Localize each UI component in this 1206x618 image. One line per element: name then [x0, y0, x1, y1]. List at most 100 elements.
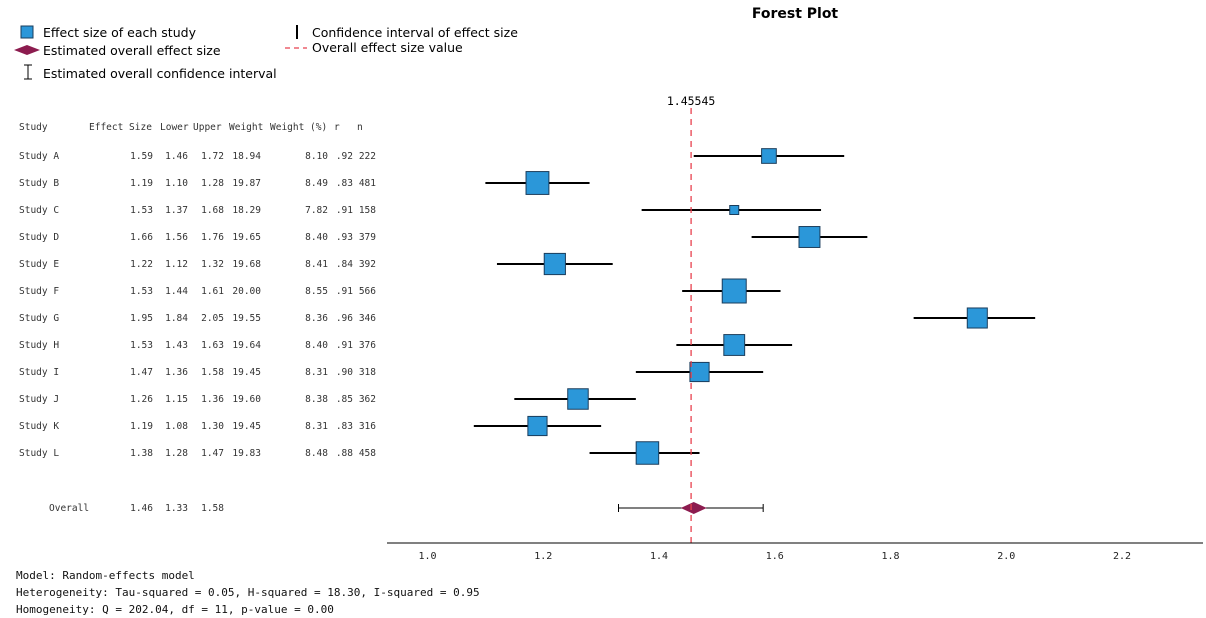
legend-overall-ci-label: Estimated overall confidence interval [43, 66, 277, 81]
table-row: Study A 1.59 1.46 1.72 18.94 8.10 .92 222 [19, 148, 845, 164]
cell-n-value: 566 [359, 286, 376, 297]
cell-ci-upper: 1.28 [201, 178, 224, 189]
cell-ci-lower: 1.37 [165, 205, 188, 216]
cell-study-name: Study E [19, 259, 59, 270]
footer-model: Model: Random-effects model [16, 569, 195, 582]
cell-r-value: .84 [336, 259, 353, 270]
legend: Effect size of each study Estimated over… [14, 25, 518, 81]
effect-size-box [761, 148, 777, 164]
cell-study-name: Study L [19, 448, 59, 459]
overall-lower: 1.33 [165, 503, 188, 514]
cell-ci-upper: 1.76 [201, 232, 224, 243]
cell-study-name: Study C [19, 205, 59, 216]
cell-n-value: 458 [359, 448, 376, 459]
cell-study-name: Study K [19, 421, 59, 432]
x-axis: 1.0 1.2 1.4 1.6 1.8 2.0 2.2 [387, 542, 1203, 562]
cell-r-value: .93 [336, 232, 353, 243]
cell-ci-upper: 2.05 [201, 313, 224, 324]
cell-n-value: 158 [359, 205, 376, 216]
effect-size-box [527, 415, 548, 437]
cell-study-name: Study H [19, 340, 59, 351]
x-tick-label: 2.0 [997, 551, 1015, 562]
cell-ci-lower: 1.36 [165, 367, 188, 378]
overall-label: Overall [49, 503, 89, 514]
cell-n-value: 481 [359, 178, 376, 189]
effect-size-box [567, 388, 589, 410]
table-row: Study J 1.26 1.15 1.36 19.60 8.38 .85 362 [19, 388, 636, 410]
cell-ci-upper: 1.72 [201, 151, 224, 162]
cell-n-value: 362 [359, 394, 376, 405]
legend-overall-effect-label: Estimated overall effect size [43, 43, 221, 58]
cell-study-name: Study I [19, 367, 59, 378]
cell-ci-lower: 1.15 [165, 394, 188, 405]
legend-study-box-icon [20, 25, 34, 39]
forest-plot: Forest Plot Effect size of each study Es… [14, 6, 1203, 562]
cell-r-value: .91 [336, 205, 353, 216]
cell-weight-percent: 8.31 [305, 367, 328, 378]
footer-heterogeneity: Heterogeneity: Tau-squared = 0.05, H-squ… [16, 586, 480, 599]
cell-n-value: 316 [359, 421, 376, 432]
cell-effect-size: 1.19 [130, 178, 153, 189]
cell-ci-lower: 1.84 [165, 313, 188, 324]
study-rows: Study A 1.59 1.46 1.72 18.94 8.10.92 222 Study … [19, 148, 1036, 465]
cell-weight-percent: 8.41 [305, 259, 328, 270]
effect-size-box [729, 205, 740, 215]
legend-ref-line-label: Overall effect size value [312, 40, 463, 55]
cell-ci-lower: 1.56 [165, 232, 188, 243]
column-header: Upper [193, 122, 222, 133]
cell-weight: 19.87 [232, 178, 261, 189]
x-tick-label: 1.4 [650, 551, 668, 562]
cell-ci-lower: 1.44 [165, 286, 188, 297]
column-header: n [357, 122, 363, 133]
cell-ci-upper: 1.68 [201, 205, 224, 216]
overall-upper: 1.58 [201, 503, 224, 514]
legend-ci-label: Confidence interval of effect size [312, 25, 518, 40]
cell-r-value: .91 [336, 286, 353, 297]
cell-r-value: .83 [336, 421, 353, 432]
cell-study-name: Study F [19, 286, 59, 297]
cell-weight-percent: 7.82 [305, 205, 328, 216]
cell-effect-size: 1.22 [130, 259, 153, 270]
cell-weight: 18.29 [232, 205, 261, 216]
effect-size-box [525, 171, 550, 195]
x-tick-label: 1.0 [418, 551, 436, 562]
cell-weight-percent: 8.10 [305, 151, 328, 162]
cell-weight: 19.68 [232, 259, 261, 270]
cell-ci-upper: 1.36 [201, 394, 224, 405]
cell-ci-lower: 1.10 [165, 178, 188, 189]
effect-size-box [689, 361, 710, 383]
cell-ci-lower: 1.08 [165, 421, 188, 432]
overall-effect-diamond [680, 502, 707, 514]
cell-ci-upper: 1.30 [201, 421, 224, 432]
cell-effect-size: 1.53 [130, 340, 153, 351]
table-row: Study G 1.95 1.84 2.05 19.55 8.36 .96 346 [19, 307, 1036, 329]
effect-size-box [543, 252, 566, 276]
legend-ci-bracket-icon [24, 64, 32, 80]
cell-study-name: Study D [19, 232, 59, 243]
table-row: Study H 1.53 1.43 1.63 19.64 8.40 .91 376 [19, 334, 793, 356]
cell-effect-size: 1.66 [130, 232, 153, 243]
cell-ci-upper: 1.58 [201, 367, 224, 378]
column-header: r [334, 122, 340, 133]
cell-effect-size: 1.53 [130, 286, 153, 297]
cell-weight: 19.83 [232, 448, 261, 459]
overall-effect: 1.46 [130, 503, 153, 514]
cell-study-name: Study G [19, 313, 59, 324]
cell-r-value: .96 [336, 313, 353, 324]
cell-weight: 20.00 [232, 286, 261, 297]
cell-study-name: Study B [19, 178, 59, 189]
x-tick-label: 1.6 [766, 551, 784, 562]
x-tick-label: 1.2 [534, 551, 552, 562]
table-row: Study E 1.22 1.12 1.32 19.68 8.41 .84 392 [19, 252, 613, 276]
cell-weight: 19.55 [232, 313, 261, 324]
cell-effect-size: 1.59 [130, 151, 153, 162]
table-row: Study F 1.53 1.44 1.61 20.00 8.55 .91 566 [19, 278, 781, 304]
column-header: Weight [229, 122, 263, 133]
x-tick-label: 1.8 [881, 551, 899, 562]
cell-ci-upper: 1.47 [201, 448, 224, 459]
cell-n-value: 379 [359, 232, 376, 243]
cell-effect-size: 1.26 [130, 394, 153, 405]
cell-weight-percent: 8.40 [305, 340, 328, 351]
chart-title: Forest Plot [752, 6, 839, 22]
legend-study-label: Effect size of each study [43, 25, 197, 40]
